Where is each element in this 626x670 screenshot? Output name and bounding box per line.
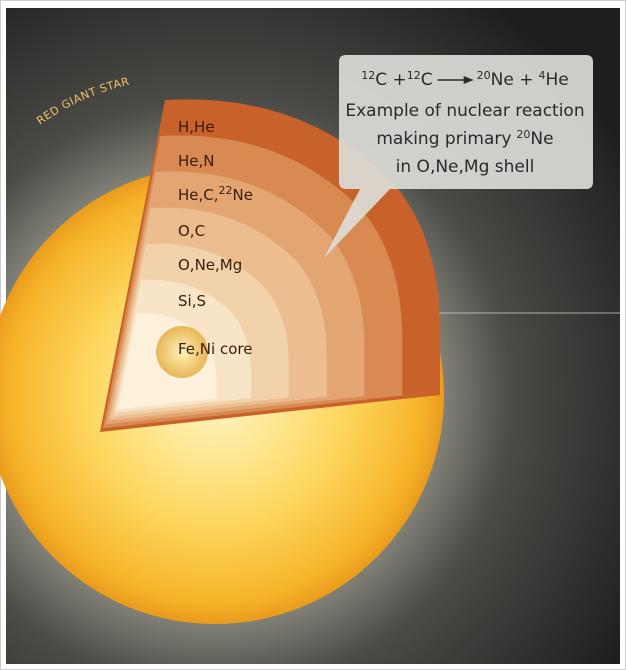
text: Ne [530,129,553,149]
layer-label-text: Ne [233,186,253,204]
layer-label: O,C [178,222,205,240]
text: He [545,70,568,90]
text: making primary [376,129,511,149]
sup: 12 [361,69,375,82]
sup: 20 [477,69,491,82]
callout-box [324,55,593,258]
callout-line: Example of nuclear reaction [345,101,584,121]
text: C [421,70,433,90]
sup: 4 [538,69,545,82]
layer-labels: H,He He,N He,C,22Ne O,C O,Ne,Mg Si,S Fe,… [178,118,253,358]
callout-line: in O,Ne,Mg shell [396,157,535,177]
layer-label: H,He [178,118,215,136]
layer-label: He,N [178,152,215,170]
text: C + [375,70,407,90]
sup: 20 [516,128,530,141]
text: Ne + [491,70,534,90]
callout: 12C +12C 20Ne +4He Example of nuclear rea… [324,55,593,258]
layer-label: O,Ne,Mg [178,256,242,274]
layer-label-sup: 22 [219,184,233,197]
cutaway [100,99,440,432]
layer-label: Si,S [178,292,206,310]
layer-label-text: He,C, [178,186,219,204]
callout-line: making primary 20Ne [376,128,553,149]
sup: 12 [407,69,421,82]
layer-label: Fe,Ni core [178,340,252,358]
layer-label: He,C,22Ne [178,184,253,204]
reaction: 12C +12C 20Ne +4He [361,69,568,90]
reaction-arrow [437,76,474,84]
